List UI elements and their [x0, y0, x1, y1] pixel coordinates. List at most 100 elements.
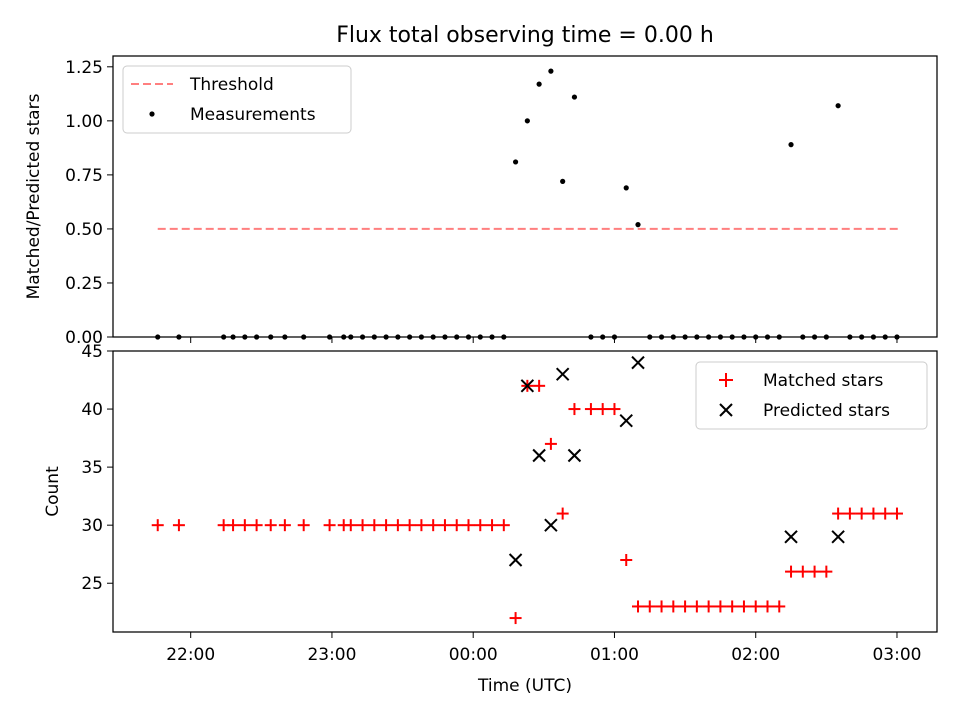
x-axis-label: Time (UTC)	[477, 676, 572, 696]
matched-star-marker	[151, 519, 164, 532]
measurement-point	[682, 334, 688, 340]
bottom-y-tick-label: 25	[81, 574, 103, 594]
measurement-point	[371, 334, 377, 340]
predicted-star-marker	[532, 448, 546, 463]
matched-star-marker	[415, 519, 428, 532]
matched-star-marker	[843, 507, 856, 520]
matched-star-marker	[250, 519, 263, 532]
matched-star-marker	[855, 507, 868, 520]
x-tick-label: 01:00	[590, 645, 639, 665]
measurement-point	[764, 334, 771, 340]
measurement-point	[741, 334, 747, 340]
measurement-point	[811, 334, 818, 340]
matched-star-marker	[608, 403, 621, 416]
matched-star-marker	[450, 519, 463, 532]
matched-star-marker	[227, 519, 240, 532]
top-y-ticks: 0.00 0.25 0.50 0.75 1.00 1.25	[65, 58, 113, 348]
top-y-tick-label: 0.75	[65, 166, 103, 186]
matched-star-marker	[796, 565, 809, 578]
matched-star-marker	[509, 612, 522, 625]
matched-star-marker	[264, 519, 277, 532]
measurement-point	[548, 68, 554, 74]
legend-predicted-label: Predicted stars	[763, 401, 890, 421]
measurement-point	[706, 334, 712, 340]
matched-star-marker	[667, 600, 680, 613]
measurement-point	[600, 334, 606, 340]
measurement-point	[383, 334, 389, 340]
measurement-point	[823, 334, 829, 340]
measurement-point	[694, 334, 700, 340]
matched-star-marker	[297, 519, 310, 532]
measurement-point	[418, 334, 425, 340]
bottom-y-tick-label: 35	[81, 458, 103, 478]
predicted-star-marker	[520, 379, 535, 393]
matched-star-marker	[879, 507, 892, 520]
matched-stars-points	[151, 379, 903, 625]
measurement-point	[847, 334, 853, 340]
predicted-star-marker	[631, 355, 645, 370]
matched-star-marker	[632, 600, 645, 613]
top-legend: Threshold Measurements	[122, 65, 352, 134]
figure-title: Flux total observing time = 0.00 h	[336, 23, 714, 48]
measurement-point	[176, 334, 182, 340]
measurement-point	[753, 334, 759, 340]
matched-star-marker	[643, 600, 656, 613]
matched-star-marker	[344, 519, 357, 532]
measurement-point	[635, 222, 641, 228]
measurement-point	[536, 81, 542, 87]
matched-star-marker	[749, 600, 762, 613]
measurement-point	[230, 334, 236, 340]
top-panel: 0.00 0.25 0.50 0.75 1.00 1.25 Matched/Predict…	[24, 55, 938, 348]
measurement-point	[477, 334, 483, 340]
top-y-tick-label: 0.00	[65, 328, 103, 348]
measurement-point	[341, 334, 347, 340]
measurement-point	[788, 142, 794, 148]
bottom-legend: Matched stars Predicted stars	[695, 361, 928, 430]
legend-matched-label: Matched stars	[763, 371, 883, 391]
measurement-point	[430, 334, 436, 340]
matched-star-marker	[890, 507, 903, 520]
matched-star-marker	[403, 519, 416, 532]
measurement-point	[301, 334, 307, 340]
measurement-point	[359, 334, 366, 340]
measurement-point	[282, 334, 288, 340]
measurement-point	[512, 159, 519, 165]
measurement-point	[670, 334, 676, 340]
bottom-axes-frame	[112, 350, 938, 633]
measurement-point	[326, 334, 333, 340]
measurement-point	[242, 334, 248, 340]
matched-star-marker	[368, 519, 381, 532]
measurement-point	[870, 334, 877, 340]
matched-star-marker	[584, 403, 597, 416]
predicted-star-marker	[508, 553, 523, 567]
legend-measurements-label: Measurements	[190, 105, 316, 125]
measurement-point	[524, 118, 530, 124]
matched-star-marker	[544, 437, 557, 450]
measurement-point	[560, 178, 566, 184]
measurement-point	[800, 334, 806, 340]
legend-predicted-swatch	[719, 403, 733, 417]
x-tick-label: 02:00	[731, 645, 780, 665]
measurement-points	[155, 68, 900, 340]
matched-star-marker	[832, 507, 845, 520]
matched-star-marker	[702, 600, 715, 613]
measurement-point	[254, 334, 260, 340]
legend-matched-swatch	[719, 373, 733, 387]
matched-star-marker	[726, 600, 739, 613]
matched-star-marker	[655, 600, 668, 613]
predicted-star-marker	[555, 367, 570, 381]
legend-threshold-label: Threshold	[189, 75, 274, 95]
top-x-ticks	[190, 337, 898, 343]
x-tick-label: 22:00	[166, 645, 215, 665]
matched-star-marker	[568, 403, 581, 416]
matched-star-marker	[380, 519, 393, 532]
top-y-tick-label: 1.00	[65, 112, 103, 132]
predicted-star-marker	[544, 518, 558, 532]
matched-star-marker	[820, 565, 833, 578]
measurement-point	[571, 94, 578, 100]
top-y-tick-label: 0.25	[65, 274, 103, 294]
measurement-point	[407, 334, 413, 340]
matched-star-marker	[867, 507, 880, 520]
measurement-point	[454, 334, 460, 340]
